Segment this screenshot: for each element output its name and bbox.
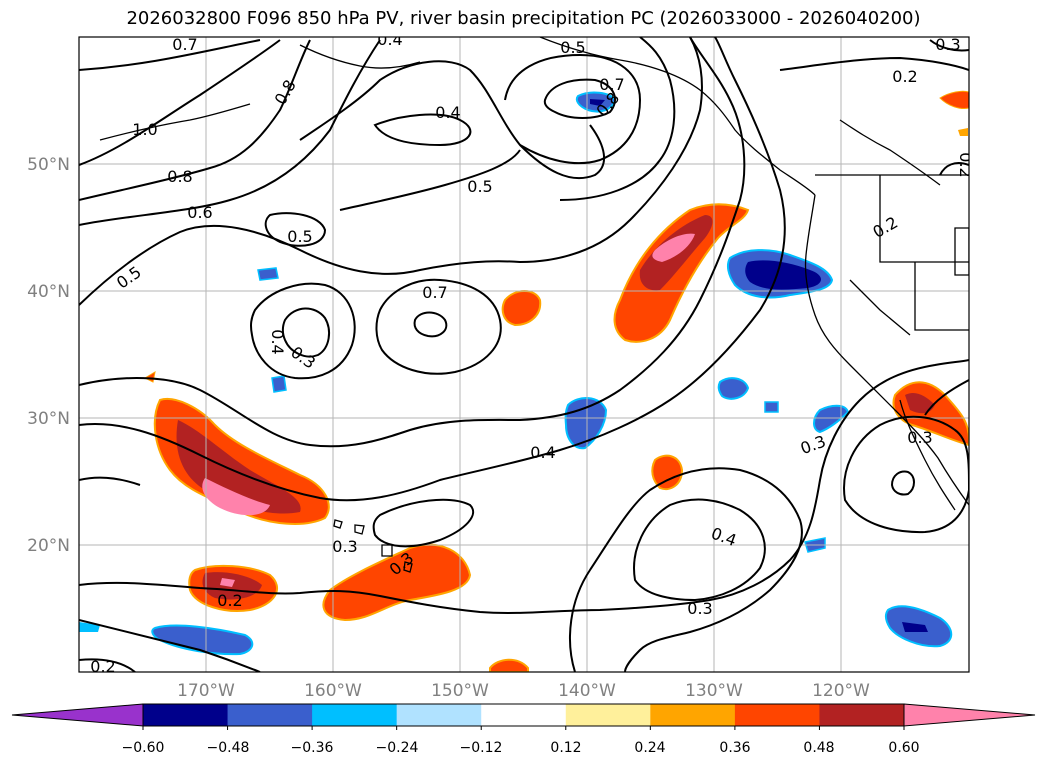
colorbar-extend-max: [903, 703, 1036, 727]
colorbar-frame: [142, 703, 905, 727]
contour-label: 0.7: [172, 35, 197, 54]
positive-anomaly-area: [613, 203, 750, 343]
contour-label: 0.5: [467, 177, 492, 196]
colorbar-tick-label: 0.48: [803, 740, 834, 756]
lat-label: 40°N: [27, 282, 70, 302]
map-panel: 0.7 0.8 1.0 0.8 0.6 0.5 0.5 0.4 0.5 0.5 …: [79, 30, 975, 676]
contour-label: 0.2: [90, 657, 115, 676]
colorbar-tick-label: 0.60: [888, 740, 919, 756]
colorbar-tick-label: 0.12: [550, 740, 581, 756]
colorbar-segment: [143, 704, 229, 726]
negative-anomaly-area: [271, 375, 287, 393]
negative-anomaly-area: [813, 404, 850, 434]
colorbar-tick-label: −0.48: [207, 740, 250, 756]
negative-anomaly-area: [764, 401, 779, 413]
colorbar-segment: [819, 704, 905, 726]
lon-label: 150°W: [431, 681, 489, 701]
contour-label: 0.4: [377, 30, 402, 49]
contour-label: 0.5: [287, 227, 312, 246]
contour-label: 0.3: [935, 35, 960, 54]
positive-anomaly-area: [489, 658, 529, 672]
colorbar-segment: [650, 704, 736, 726]
contour-label: 0.4: [435, 103, 460, 122]
colorbar-tick-label: −0.60: [122, 740, 165, 756]
colorbar-segments: [11, 703, 1036, 727]
colorbar-tick-label: −0.12: [460, 740, 503, 756]
colorbar-tick-label: 0.36: [719, 740, 750, 756]
lon-label: 170°W: [177, 681, 235, 701]
latitude-labels: 50°N 40°N 30°N 20°N: [27, 155, 70, 556]
contour-label: 0.8: [167, 167, 192, 186]
contour-label: 0.3: [687, 599, 712, 618]
pv-contours: [79, 37, 969, 672]
negative-anomaly-area: [151, 624, 254, 656]
contour-label: 0.2: [956, 152, 975, 177]
map-frame: [78, 36, 970, 673]
negative-anomaly-area: [257, 267, 279, 281]
colorbar-segment: [227, 704, 313, 726]
lon-label: 160°W: [304, 681, 362, 701]
map-title: 2026032800 F096 850 hPa PV, river basin …: [126, 8, 921, 29]
lon-label: 130°W: [685, 681, 743, 701]
contour-label: 0.7: [422, 283, 447, 302]
contour-label: 0.4: [530, 443, 555, 462]
colorbar-tick-label: 0.24: [634, 740, 665, 756]
lon-label: 140°W: [558, 681, 616, 701]
colorbar-ticks: [142, 726, 905, 730]
contour-label: 0.7: [599, 75, 624, 94]
colorbar-segment: [396, 704, 482, 726]
colorbar-extend-min: [11, 703, 144, 727]
contour-label: 0.2: [217, 591, 242, 610]
lat-label: 20°N: [27, 536, 70, 556]
contour-label: 0.6: [187, 203, 212, 222]
lat-label: 30°N: [27, 409, 70, 429]
contour-label: 0.3: [907, 428, 932, 447]
colorbar-segment: [734, 704, 820, 726]
negative-anomaly-area: [717, 377, 750, 400]
colorbar-tick-label: −0.36: [291, 740, 334, 756]
lon-label: 120°W: [812, 681, 870, 701]
contour-label: 0.3: [332, 537, 357, 556]
longitude-labels: 170°W 160°W 150°W 140°W 130°W 120°W: [177, 681, 870, 701]
positive-anomaly-area: [651, 454, 684, 490]
lat-label: 50°N: [27, 155, 70, 175]
contour-label: 0.2: [892, 67, 917, 86]
contour-label: 1.0: [132, 120, 157, 139]
colorbar-tick-label: −0.24: [376, 740, 419, 756]
contour-label: 0.5: [560, 38, 585, 57]
colorbar-segment: [481, 704, 567, 726]
positive-anomaly-area: [939, 90, 969, 109]
colorbar: −0.60 −0.48 −0.36 −0.24 −0.12 0.12 0.24 …: [11, 703, 1036, 756]
colorbar-segment: [565, 704, 651, 726]
contour-label: 0.4: [268, 329, 287, 354]
colorbar-segment: [312, 704, 398, 726]
